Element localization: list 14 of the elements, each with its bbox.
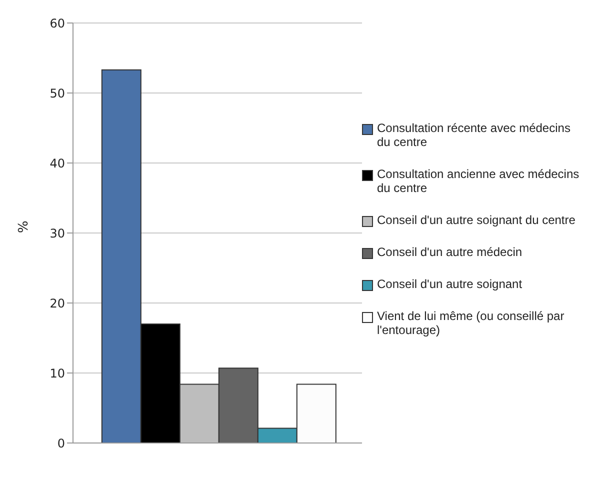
y-tick-label: 30 — [50, 226, 65, 240]
y-tick-label: 60 — [50, 16, 65, 30]
legend-label: Consultation ancienne avec médecins du centre — [377, 167, 580, 195]
y-tick-label: 50 — [50, 86, 65, 100]
legend-label: Conseil d'un autre médecin — [377, 245, 522, 259]
legend-label: Consultation récente avec médecins du centre — [377, 121, 572, 149]
y-tick-label: 0 — [57, 436, 65, 450]
y-tick-label: 40 — [50, 156, 65, 170]
y-tick-label: 20 — [50, 296, 65, 310]
legend-label: Conseil d'un autre soignant — [377, 277, 522, 291]
y-axis-title: % — [16, 220, 32, 233]
legend-label: Vient de lui même (ou conseillé par l'entourage) — [377, 309, 566, 337]
y-tick-label: 10 — [50, 366, 65, 380]
legend-label: Conseil d'un autre soignant du centre — [377, 213, 576, 227]
